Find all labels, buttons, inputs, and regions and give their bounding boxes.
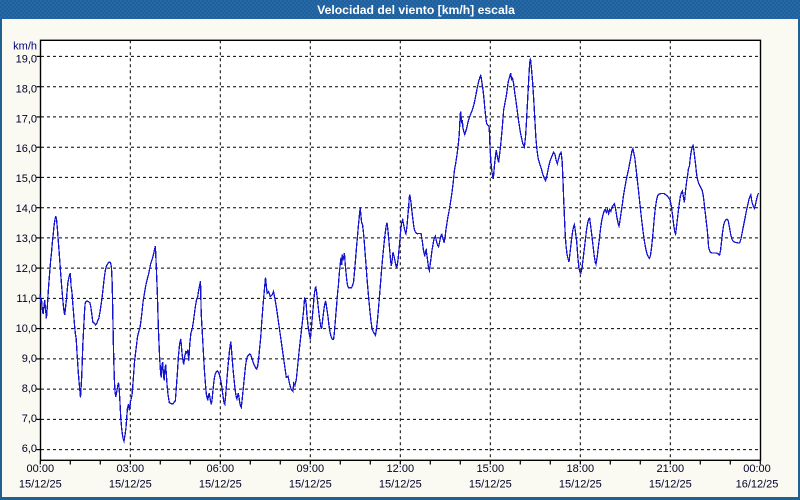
svg-text:8,0: 8,0 xyxy=(22,383,37,395)
svg-text:9,0: 9,0 xyxy=(22,353,37,365)
svg-text:18,0: 18,0 xyxy=(16,83,37,95)
svg-text:03:00: 03:00 xyxy=(117,463,145,475)
svg-text:10,0: 10,0 xyxy=(16,323,37,335)
svg-text:18:00: 18:00 xyxy=(567,463,595,475)
svg-text:12:00: 12:00 xyxy=(387,463,415,475)
svg-text:09:00: 09:00 xyxy=(297,463,325,475)
svg-text:15/12/25: 15/12/25 xyxy=(289,478,332,490)
svg-text:15/12/25: 15/12/25 xyxy=(199,478,242,490)
svg-text:15/12/25: 15/12/25 xyxy=(469,478,512,490)
svg-text:11,0: 11,0 xyxy=(16,293,37,305)
svg-text:km/h: km/h xyxy=(13,41,37,53)
svg-text:15/12/25: 15/12/25 xyxy=(19,478,62,490)
svg-text:15/12/25: 15/12/25 xyxy=(559,478,602,490)
svg-text:13,0: 13,0 xyxy=(16,233,37,245)
svg-text:Velocidad del viento [km/h] es: Velocidad del viento [km/h] escala xyxy=(317,3,515,17)
svg-text:15/12/25: 15/12/25 xyxy=(649,478,692,490)
svg-text:12,0: 12,0 xyxy=(16,263,37,275)
svg-text:15/12/25: 15/12/25 xyxy=(379,478,422,490)
svg-text:19,0: 19,0 xyxy=(16,53,37,65)
svg-text:15:00: 15:00 xyxy=(477,463,505,475)
svg-text:06:00: 06:00 xyxy=(207,463,235,475)
svg-text:17,0: 17,0 xyxy=(16,113,37,125)
svg-text:00:00: 00:00 xyxy=(743,463,771,475)
svg-text:16,0: 16,0 xyxy=(16,143,37,155)
svg-text:14,0: 14,0 xyxy=(16,203,37,215)
svg-text:15,0: 15,0 xyxy=(16,173,37,185)
svg-text:7,0: 7,0 xyxy=(22,413,37,425)
svg-text:6,0: 6,0 xyxy=(22,443,37,455)
svg-text:00:00: 00:00 xyxy=(27,463,55,475)
svg-text:16/12/25: 16/12/25 xyxy=(736,478,779,490)
svg-text:21:00: 21:00 xyxy=(657,463,685,475)
svg-text:15/12/25: 15/12/25 xyxy=(109,478,152,490)
